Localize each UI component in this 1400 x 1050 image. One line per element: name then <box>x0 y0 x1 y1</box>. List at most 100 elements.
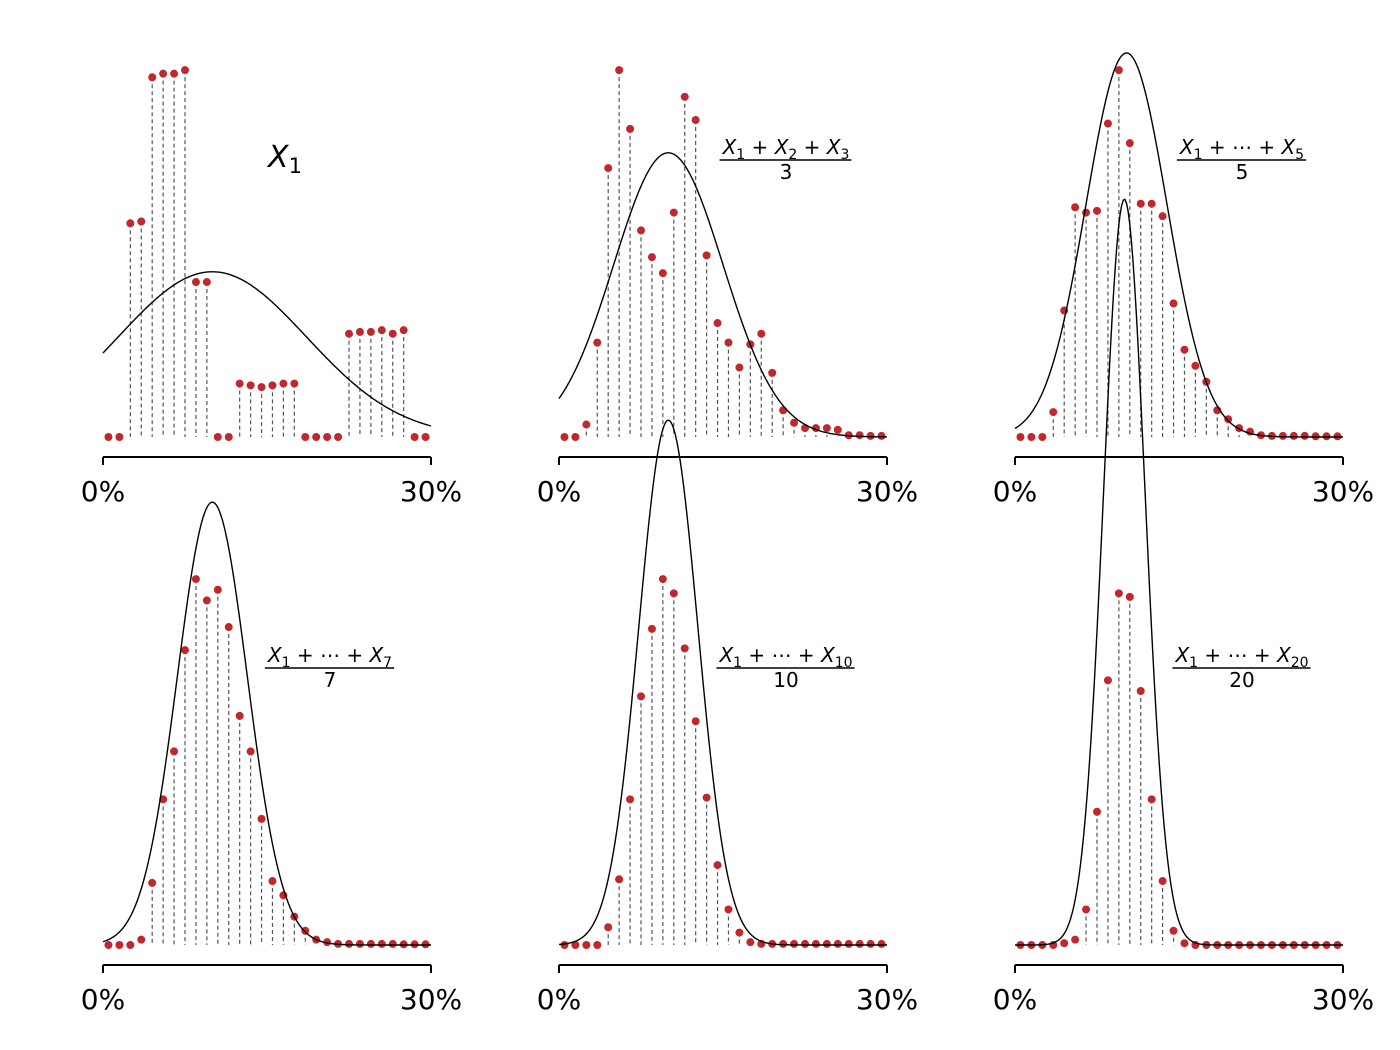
data-point <box>1289 431 1298 440</box>
data-point <box>104 433 113 441</box>
data-point <box>366 327 375 336</box>
data-point <box>323 433 332 441</box>
data-point <box>866 431 875 440</box>
chart-panel-4: 0% 30% X1 + ⋯ + X77 <box>81 501 462 1016</box>
data-point <box>604 164 613 173</box>
data-point <box>301 433 310 441</box>
data-point <box>181 66 189 75</box>
data-point <box>637 226 645 235</box>
data-point <box>1093 206 1101 215</box>
data-point <box>388 939 397 948</box>
data-point <box>1016 433 1025 441</box>
data-point <box>615 66 624 75</box>
data-point <box>421 940 430 949</box>
data-point <box>735 928 744 937</box>
data-point <box>1114 589 1123 598</box>
data-point <box>626 795 635 804</box>
data-point <box>148 878 157 887</box>
data-point <box>410 940 419 949</box>
data-point <box>213 585 222 594</box>
x-tick-label: 30% <box>400 475 462 508</box>
data-point <box>713 319 722 328</box>
data-point <box>1191 361 1200 370</box>
data-point <box>833 939 842 948</box>
data-point <box>790 418 799 427</box>
data-point <box>137 935 146 944</box>
data-point <box>410 433 419 441</box>
data-point <box>746 938 755 947</box>
data-point <box>560 941 569 949</box>
data-point <box>647 253 656 262</box>
data-point <box>593 338 602 347</box>
data-point <box>399 326 408 335</box>
data-point <box>345 329 353 338</box>
x-tick-label: 30% <box>1312 475 1374 508</box>
data-point <box>1125 592 1134 601</box>
data-point <box>724 338 733 347</box>
data-point <box>811 939 820 948</box>
normal-curve <box>558 152 888 438</box>
label-numerator: X1 + ⋯ + X20 <box>1174 643 1308 671</box>
data-point <box>626 124 635 133</box>
data-point <box>421 433 430 441</box>
data-point <box>1311 432 1320 441</box>
x-tick-label: 30% <box>400 983 462 1016</box>
data-point <box>126 219 135 228</box>
data-point <box>1224 415 1233 424</box>
data-point <box>224 623 233 632</box>
data-point <box>604 923 613 932</box>
normal-curve <box>1014 52 1343 438</box>
data-point <box>257 814 266 823</box>
data-point <box>137 217 146 226</box>
data-point <box>582 420 591 429</box>
data-point <box>323 938 332 947</box>
x-tick-label: 0% <box>993 475 1037 508</box>
label-denominator: 5 <box>1236 160 1249 184</box>
data-point <box>779 939 788 948</box>
x-tick-label: 0% <box>537 983 581 1016</box>
data-point <box>1278 431 1287 440</box>
chart-panel-3: 0% 30% X1 + ⋯ + X55 <box>993 52 1374 508</box>
data-point <box>866 939 875 948</box>
data-point <box>1082 905 1091 914</box>
label-denominator: 7 <box>324 668 337 692</box>
data-point <box>877 431 886 440</box>
x-tick-label: 0% <box>81 475 125 508</box>
x-tick-label: 0% <box>993 983 1037 1016</box>
normal-curve <box>558 419 887 946</box>
data-point <box>822 424 831 433</box>
data-point <box>202 278 211 287</box>
data-point <box>312 433 321 441</box>
data-point <box>1169 926 1178 935</box>
data-point <box>779 406 788 415</box>
data-point <box>571 433 580 441</box>
chart-panel-2: 0% 30% X1 + X2 + X33 <box>537 66 918 508</box>
data-point <box>1103 676 1112 685</box>
data-point <box>658 269 667 278</box>
x-tick-label: 0% <box>537 475 581 508</box>
data-point <box>1093 807 1101 816</box>
data-point <box>268 381 277 390</box>
data-point <box>170 69 179 78</box>
panel-label: X1 <box>266 140 302 178</box>
normal-curve <box>102 271 432 427</box>
data-point <box>669 589 678 598</box>
data-point <box>115 433 124 441</box>
data-point <box>1136 199 1145 208</box>
x-tick-label: 30% <box>856 475 918 508</box>
data-point <box>279 379 288 388</box>
data-point <box>246 381 255 390</box>
data-point <box>334 433 343 441</box>
data-point <box>126 941 135 949</box>
data-point <box>691 115 700 124</box>
data-point <box>301 926 310 935</box>
data-point <box>290 379 299 388</box>
data-point <box>1180 939 1189 948</box>
data-point <box>1147 199 1156 208</box>
data-point <box>691 717 700 726</box>
data-point <box>1125 139 1134 148</box>
data-point <box>1071 203 1080 212</box>
